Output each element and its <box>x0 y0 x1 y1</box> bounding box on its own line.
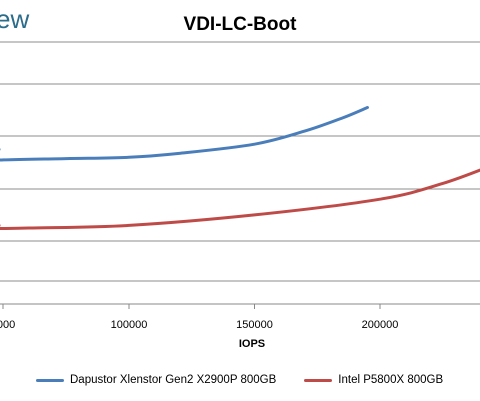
x-tick-label: 200000 <box>362 319 399 331</box>
x-tick-label: 0000 <box>0 319 15 331</box>
legend-label-intel: Intel P5800X 800GB <box>338 374 444 386</box>
x-axis-label: IOPS <box>239 338 265 350</box>
legend-swatch-intel <box>304 378 333 382</box>
chart-legend: Dapustor Xlenstor Gen2 X2900P 800GB Inte… <box>36 374 471 386</box>
chart-title: VDI-LC-Boot <box>183 14 297 35</box>
legend-item-intel: Intel P5800X 800GB <box>304 374 443 386</box>
series-line-dapustor <box>0 106 369 162</box>
legend-label-dapustor: Dapustor Xlenstor Gen2 X2900P 800GB <box>70 374 277 386</box>
brand-watermark-text: ew <box>0 4 30 34</box>
x-tick-label: 150000 <box>236 319 273 331</box>
legend-item-dapustor: Dapustor Xlenstor Gen2 X2900P 800GB <box>36 374 276 386</box>
legend-swatch-dapustor <box>36 378 64 382</box>
x-tick-label: 100000 <box>111 319 148 331</box>
series-line-intel <box>0 168 480 231</box>
